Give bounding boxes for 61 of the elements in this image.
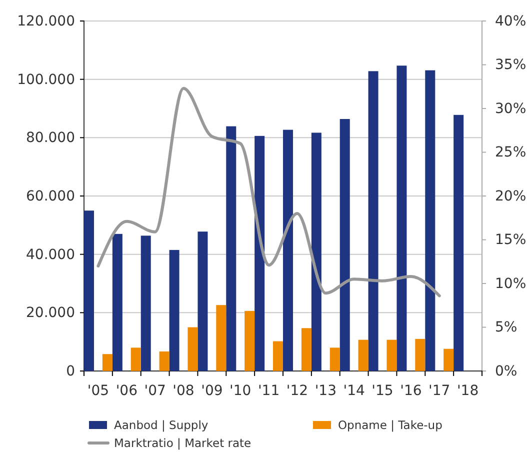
y2-tick-label: 20%	[495, 188, 526, 204]
bar	[216, 305, 226, 371]
bar	[444, 348, 454, 371]
bar	[130, 348, 141, 371]
y2-tick-label: 35%	[495, 57, 526, 74]
bar	[188, 327, 198, 371]
x-tick-label: '11	[258, 383, 280, 399]
bar	[112, 234, 122, 371]
x-tick-label: '15	[372, 383, 394, 399]
x-tick-label: '18	[456, 383, 479, 399]
y-tick-label: 20.000	[26, 305, 75, 322]
y-tick-label: 0	[66, 363, 75, 380]
bar	[254, 136, 265, 371]
bar	[140, 236, 151, 371]
y-tick-label: 120.000	[17, 13, 75, 30]
x-tick-label: '16	[400, 383, 422, 399]
bar	[159, 351, 170, 371]
line-series	[96, 86, 441, 298]
bar	[415, 338, 426, 371]
x-tick-label: '09	[201, 383, 223, 399]
y-tick-label: 40.000	[26, 246, 75, 263]
x-tick-label: '05	[87, 383, 110, 399]
y2-tick-label: 30%	[495, 100, 526, 117]
bar	[396, 66, 407, 371]
legend-label: Aanbod | Supply	[114, 418, 208, 432]
y-tick-label: 80.000	[26, 130, 75, 146]
x-tick-label: '17	[428, 383, 450, 399]
bar	[311, 132, 322, 371]
x-tick-label: '10	[230, 383, 252, 399]
bar	[169, 250, 180, 371]
x-tick-label: '12	[286, 383, 308, 399]
bar	[198, 232, 208, 371]
x-tick-label: '13	[314, 383, 336, 399]
y2-tick-label: 15%	[495, 232, 526, 248]
bar	[358, 340, 368, 371]
x-tick-label: '08	[172, 383, 194, 399]
bar	[425, 70, 436, 371]
legend-label: Marktratio | Market rate	[114, 436, 252, 450]
y-tick-label: 60.000	[26, 188, 75, 204]
bar	[301, 328, 312, 371]
y2-tick-label: 40%	[495, 13, 526, 30]
bar	[386, 340, 397, 371]
legend-label: Opname | Take-up	[338, 418, 442, 432]
y2-tick-label: 0%	[495, 363, 518, 380]
y2-tick-label: 5%	[495, 320, 518, 336]
bar	[244, 310, 255, 371]
bar	[84, 210, 94, 371]
y-tick-label: 100.000	[17, 72, 75, 88]
bar	[226, 126, 236, 371]
bar	[330, 348, 340, 371]
bar	[454, 114, 464, 371]
x-tick-label: '07	[144, 383, 166, 399]
bar	[102, 354, 112, 371]
bar	[340, 119, 350, 371]
bar	[273, 341, 283, 371]
bar	[283, 130, 293, 371]
bar	[368, 71, 378, 371]
x-tick-label: '06	[116, 383, 138, 399]
y2-tick-label: 25%	[495, 144, 526, 161]
x-tick-label: '14	[343, 383, 365, 399]
y2-tick-label: 10%	[495, 276, 526, 292]
